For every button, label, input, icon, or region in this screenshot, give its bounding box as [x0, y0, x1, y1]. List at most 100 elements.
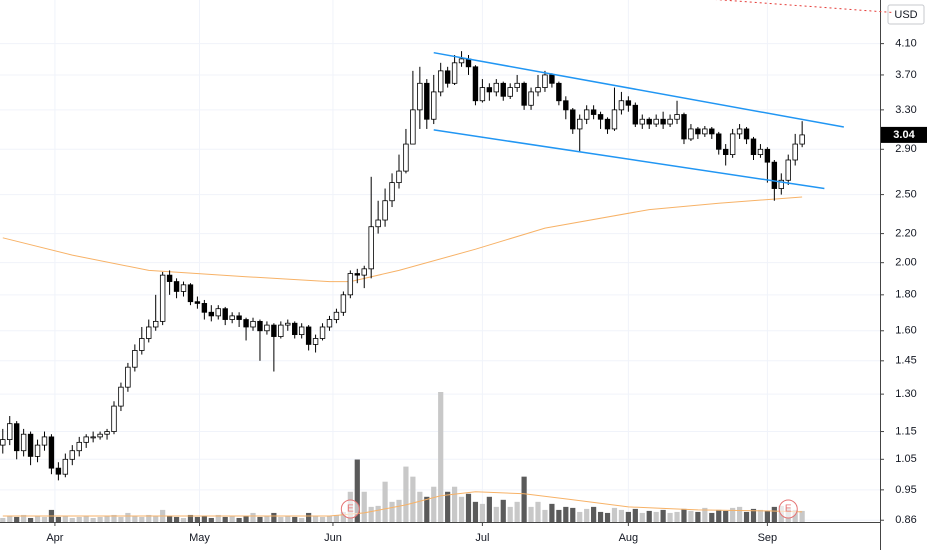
candle-body — [333, 311, 340, 320]
volume-bar — [111, 514, 117, 522]
candle-body — [326, 319, 333, 328]
y-tick-label: 2.90 — [895, 143, 916, 155]
volume-bar — [611, 507, 618, 522]
volume-bar — [167, 515, 173, 522]
candle-body — [514, 82, 520, 88]
candle-body — [312, 338, 319, 345]
candle-body — [597, 114, 604, 120]
volume-bar — [716, 509, 722, 522]
volume-bar — [229, 515, 235, 522]
y-tick-label: 2.50 — [895, 188, 916, 200]
volume-bar — [194, 516, 201, 522]
volume-bar — [215, 514, 221, 522]
currency[interactable]: USD — [894, 9, 917, 21]
volume-bar — [97, 516, 103, 522]
candle-body — [55, 467, 62, 475]
candle-body — [375, 219, 381, 228]
candle-body — [590, 109, 597, 115]
candle-body — [264, 324, 270, 332]
candle-body — [111, 405, 117, 432]
candle-body — [354, 273, 360, 276]
candle-body — [97, 433, 103, 438]
volume-bar — [660, 509, 666, 522]
candle-body — [208, 311, 215, 317]
candle-body — [305, 326, 312, 345]
candle-body — [625, 100, 632, 106]
last-price-label: 3.04 — [893, 129, 915, 141]
candle-body — [563, 100, 569, 111]
volume-bar — [278, 516, 284, 522]
volume-bar — [312, 515, 319, 522]
volume-bar — [306, 512, 312, 522]
candle-body — [577, 118, 583, 130]
candle-body — [62, 458, 69, 475]
volume-bar — [285, 515, 291, 522]
candle-body — [285, 322, 291, 326]
y-tick-label: 1.30 — [895, 388, 916, 400]
volume-bar — [208, 517, 214, 522]
y-tick-label: 4.10 — [895, 38, 916, 50]
volume-bar — [472, 501, 479, 522]
candle-body — [799, 134, 805, 145]
volume-bar — [14, 516, 20, 522]
currency-box[interactable] — [887, 4, 925, 25]
x-tick-label: Sep — [758, 532, 778, 544]
volume-bar — [389, 501, 395, 522]
candle-body — [493, 82, 500, 93]
candle-body — [410, 109, 416, 145]
y-tick-label: 3.30 — [895, 104, 916, 116]
event-marker — [778, 499, 798, 519]
volume-bar — [792, 509, 798, 522]
event-marker — [340, 499, 360, 519]
volume-bar — [76, 516, 82, 522]
candle-body — [180, 284, 187, 292]
volume-bar — [368, 506, 374, 522]
volume-bar — [618, 509, 625, 522]
candle-body — [632, 104, 639, 125]
candle-body — [424, 82, 430, 120]
volume-bar — [62, 515, 68, 522]
candle-body — [146, 326, 152, 339]
volume-bar — [493, 506, 499, 522]
candle-body — [465, 58, 472, 68]
volume-bar — [41, 516, 48, 522]
candle-body — [222, 308, 228, 320]
volume-bar — [271, 512, 277, 522]
candle-body — [118, 386, 124, 407]
candle-body — [166, 274, 173, 282]
volume-bar — [479, 503, 486, 522]
volume-bar — [521, 476, 527, 522]
candle-body — [729, 133, 736, 155]
volume-bar — [799, 510, 805, 522]
candle-body — [743, 128, 750, 140]
volume-bar — [667, 512, 673, 522]
candle-body — [271, 324, 277, 337]
candle-body — [187, 284, 194, 303]
volume-bar — [674, 511, 680, 522]
candle-body — [521, 82, 527, 106]
volume-bar — [438, 392, 444, 522]
volume-bar — [486, 496, 492, 522]
candle-body — [639, 118, 645, 125]
volume-bar — [173, 516, 180, 522]
candle-body — [236, 315, 242, 320]
volume-bar — [625, 511, 631, 522]
volume-bar — [375, 505, 381, 522]
candle-body — [500, 82, 506, 97]
candle-body — [604, 118, 611, 130]
volume-bar — [597, 511, 604, 522]
volume-bar — [695, 511, 701, 522]
volume-bar — [563, 506, 569, 522]
candle-body — [340, 294, 347, 313]
volume-bar — [750, 508, 757, 522]
candle-body — [785, 159, 791, 181]
candle-body — [361, 268, 367, 276]
candle-body — [243, 319, 249, 328]
volume-bar — [132, 515, 138, 522]
candle-body — [535, 87, 541, 93]
volume-bar — [528, 506, 534, 522]
volume-bar — [410, 476, 416, 522]
candle-body — [736, 128, 743, 135]
candle-body — [674, 114, 680, 120]
